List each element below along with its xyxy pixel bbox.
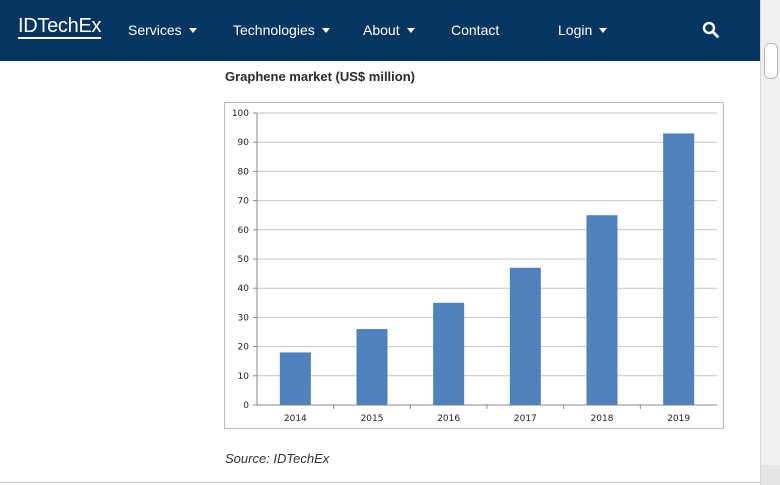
scrollbar-thumb[interactable] bbox=[764, 43, 778, 79]
chart-heading: Graphene market (US$ million) bbox=[225, 69, 415, 84]
x-tick-label: 2014 bbox=[284, 414, 307, 424]
nav-login[interactable]: Login bbox=[558, 22, 608, 38]
site-logo[interactable]: IDTechEx bbox=[18, 15, 102, 39]
y-tick-label: 10 bbox=[238, 372, 250, 382]
y-tick-label: 0 bbox=[243, 401, 249, 411]
y-tick-label: 30 bbox=[238, 313, 250, 323]
page-divider bbox=[0, 482, 760, 483]
y-tick-label: 20 bbox=[238, 343, 250, 353]
nav-services[interactable]: Services bbox=[128, 22, 197, 38]
search-icon[interactable] bbox=[702, 21, 720, 39]
nav-about[interactable]: About bbox=[363, 22, 415, 38]
nav-about-label: About bbox=[363, 22, 400, 38]
chart-canvas: 0 10 20 30 40 50 60 70 80 90 100 2014 2015 2016 2017 20… bbox=[232, 109, 717, 424]
chevron-down-icon bbox=[321, 27, 330, 33]
nav-technologies-label: Technologies bbox=[233, 22, 315, 38]
bar-2016 bbox=[433, 302, 465, 405]
nav-contact-label: Contact bbox=[451, 22, 500, 38]
y-tick-label: 100 bbox=[232, 109, 249, 119]
top-navbar: IDTechEx Services Technologies About Con… bbox=[0, 0, 760, 61]
y-tick-label: 70 bbox=[238, 197, 250, 207]
chevron-down-icon bbox=[599, 27, 608, 33]
y-tick-label: 80 bbox=[238, 167, 250, 177]
y-tick-label: 60 bbox=[238, 226, 250, 236]
chevron-down-icon bbox=[188, 27, 197, 33]
x-tick-label: 2015 bbox=[361, 414, 384, 424]
y-tick-label: 50 bbox=[238, 255, 250, 265]
bar-chart: 0 10 20 30 40 50 60 70 80 90 100 2014 2015 2016 2017 20… bbox=[224, 102, 724, 429]
chevron-down-icon bbox=[406, 27, 415, 33]
x-tick-label: 2018 bbox=[591, 414, 614, 424]
nav-technologies[interactable]: Technologies bbox=[233, 22, 330, 38]
bar-2014 bbox=[279, 352, 311, 405]
nav-services-label: Services bbox=[128, 22, 182, 38]
y-tick-label: 90 bbox=[238, 138, 250, 148]
bar-2018 bbox=[586, 215, 618, 405]
nav-login-label: Login bbox=[558, 22, 593, 38]
x-tick-label: 2017 bbox=[514, 414, 537, 424]
x-tick-label: 2016 bbox=[437, 414, 460, 424]
bar-2015 bbox=[356, 329, 388, 405]
bar-2017 bbox=[509, 267, 541, 405]
scrollbar-corner bbox=[761, 465, 780, 485]
source-note: Source: IDTechEx bbox=[225, 451, 330, 466]
nav-contact[interactable]: Contact bbox=[451, 22, 499, 38]
bar-2019 bbox=[663, 133, 695, 405]
x-tick-label: 2019 bbox=[667, 414, 690, 424]
vertical-scrollbar[interactable] bbox=[760, 0, 780, 485]
y-tick-label: 40 bbox=[238, 284, 250, 294]
